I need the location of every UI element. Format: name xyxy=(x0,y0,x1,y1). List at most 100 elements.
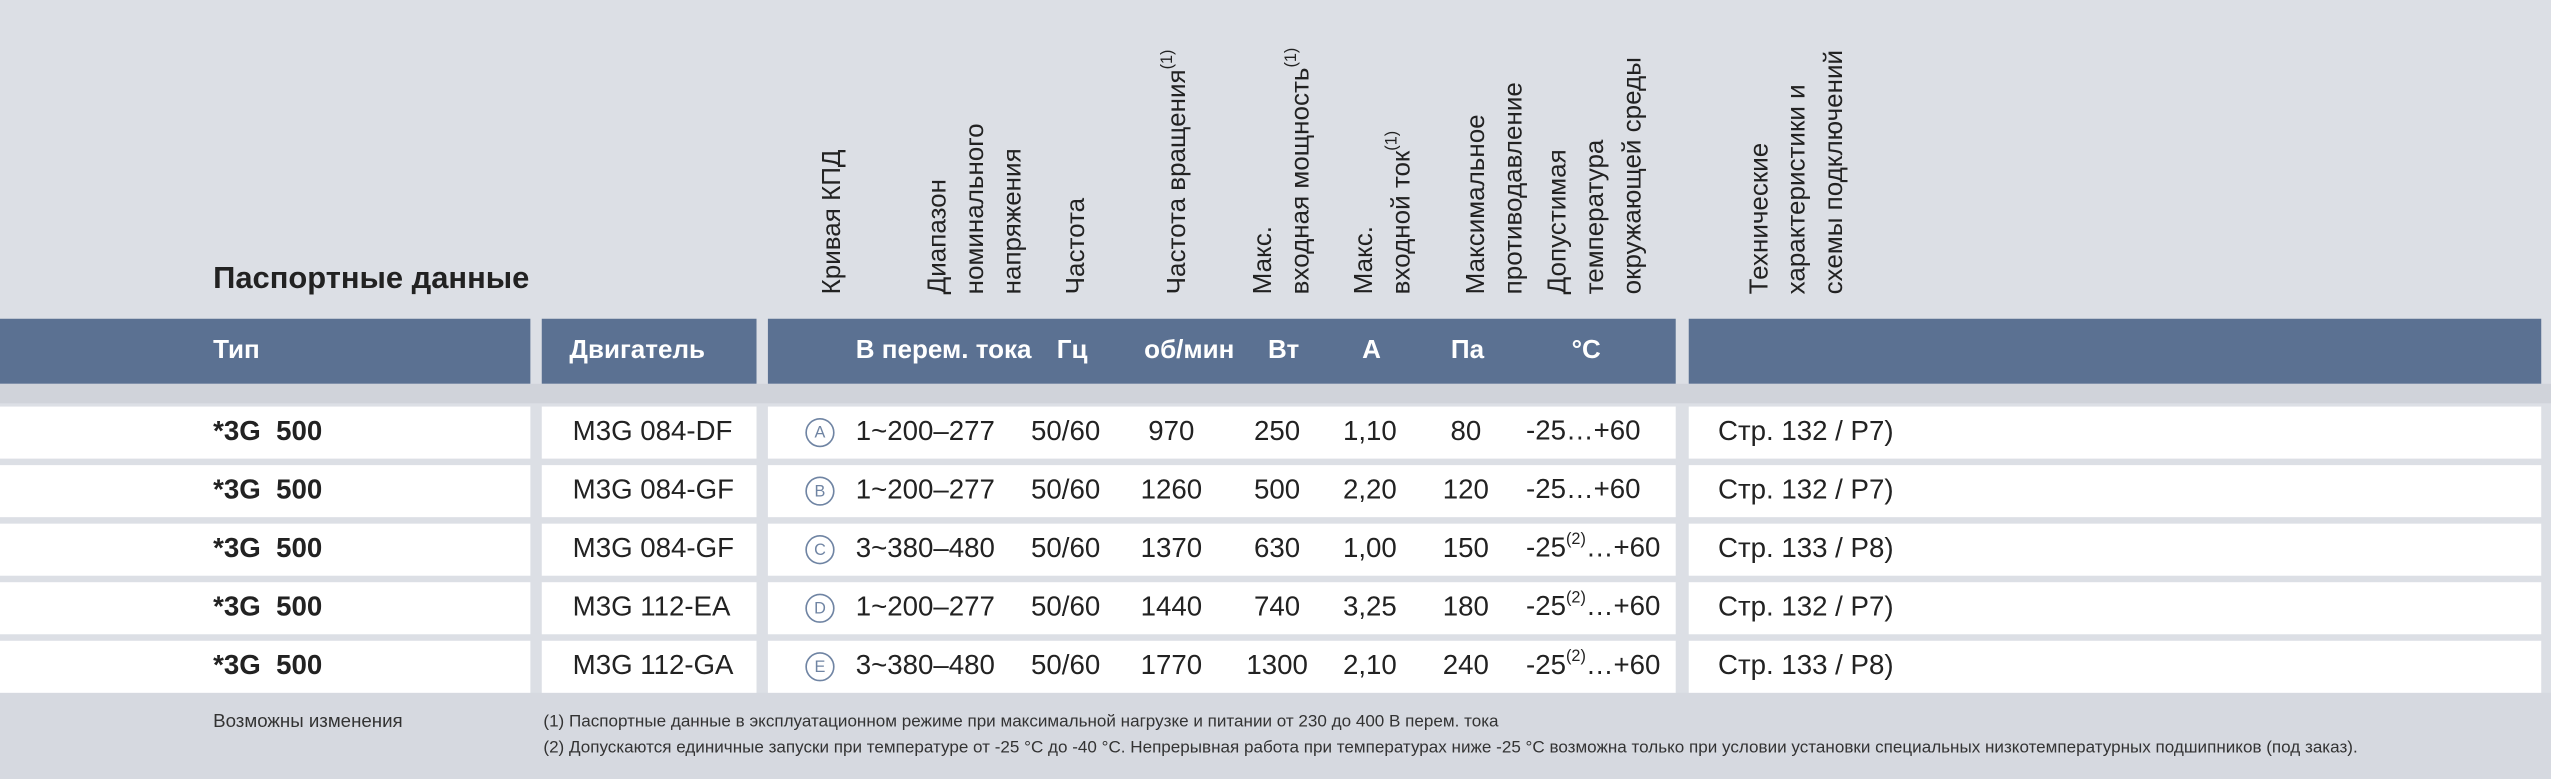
column-header: окружающей среды xyxy=(1616,57,1646,294)
type: *3G 500 xyxy=(213,649,322,680)
current: 1,10 xyxy=(1343,415,1397,446)
column-header-line: напряжения xyxy=(996,148,1026,294)
temp-max: …+60 xyxy=(1566,415,1641,446)
rpm: 1440 xyxy=(1141,591,1203,622)
column-header: входной ток(1) xyxy=(1383,131,1415,295)
current: 3,25 xyxy=(1343,591,1397,622)
hz: 50/60 xyxy=(1031,473,1100,504)
pressure: 240 xyxy=(1443,649,1489,680)
column-header-line: Частота xyxy=(1060,197,1090,294)
row-cell xyxy=(0,640,531,693)
temp-min: -25 xyxy=(1526,532,1566,563)
column-header-line: Макс. xyxy=(1348,226,1378,294)
row-cell xyxy=(1688,640,2542,693)
row-cell xyxy=(767,640,1676,693)
motor: M3G 084-DF xyxy=(573,415,733,446)
column-header: Технические xyxy=(1743,143,1773,295)
curve: C xyxy=(814,541,826,559)
row-cell xyxy=(541,640,757,693)
row-cell xyxy=(767,523,1676,576)
column-header-line: характеристики и xyxy=(1781,84,1811,294)
column-header: Допустимая xyxy=(1541,149,1571,294)
column-header-line: Частота вращения xyxy=(1161,69,1191,294)
temp-max: …+60 xyxy=(1586,532,1661,563)
header-band xyxy=(1688,318,2542,384)
curve-badge xyxy=(805,417,835,448)
column-unit: °C xyxy=(1572,334,1601,364)
column-header-line: окружающей среды xyxy=(1616,57,1646,294)
column-header-line: Максимальное xyxy=(1460,114,1490,294)
motor: M3G 084-GF xyxy=(573,532,734,563)
temp-min: -25 xyxy=(1526,473,1566,504)
column-header: Макс. xyxy=(1247,226,1277,294)
temperature: -25…+60 xyxy=(1526,473,1641,504)
temp-min: -25 xyxy=(1526,415,1566,446)
column-header-line: схемы подключений xyxy=(1818,50,1848,294)
curve: D xyxy=(814,599,826,617)
type: *3G 500 xyxy=(213,415,322,446)
row-cell xyxy=(1688,582,2542,635)
header-band xyxy=(0,318,531,384)
footnote-ref: (2) xyxy=(1566,647,1586,665)
row-cell xyxy=(0,523,531,576)
column-header: напряжения xyxy=(996,148,1026,294)
column-header: номинального xyxy=(959,123,989,294)
temperature: -25(2)…+60 xyxy=(1526,589,1660,622)
ref: Стр. 132 / P7) xyxy=(1718,591,1894,622)
row-cell xyxy=(767,465,1676,518)
row-cell xyxy=(1688,406,2542,459)
column-header: Частота xyxy=(1060,197,1090,294)
pressure: 180 xyxy=(1443,591,1489,622)
hz: 50/60 xyxy=(1031,415,1100,446)
row-cell xyxy=(541,582,757,635)
temp-min: -25 xyxy=(1526,649,1566,680)
footnote-ref: (2) xyxy=(1566,589,1586,607)
ref: Стр. 133 / P8) xyxy=(1718,532,1894,563)
column-unit: Двигатель xyxy=(569,334,705,364)
row-cell xyxy=(541,523,757,576)
rpm: 1370 xyxy=(1141,532,1203,563)
row-cell xyxy=(0,465,531,518)
footnote-ref: (1) xyxy=(1383,131,1401,151)
current: 2,10 xyxy=(1343,649,1397,680)
footer-band xyxy=(0,692,2551,779)
column-unit: Тип xyxy=(213,334,260,364)
type: *3G 500 xyxy=(213,473,322,504)
hz: 50/60 xyxy=(1031,532,1100,563)
power: 250 xyxy=(1254,415,1300,446)
rpm: 1260 xyxy=(1141,473,1203,504)
column-header-line: Диапазон xyxy=(922,179,952,294)
footnote-ref: (2) xyxy=(1566,530,1586,548)
temp-min: -25 xyxy=(1526,591,1566,622)
footnote: (1) Паспортные данные в эксплуатационном… xyxy=(543,712,1499,731)
curve-badge xyxy=(805,476,835,506)
temperature: -25(2)…+60 xyxy=(1526,647,1660,680)
column-header: Диапазон xyxy=(922,179,952,294)
column-unit: В перем. тока xyxy=(856,334,1032,364)
hz: 50/60 xyxy=(1031,591,1100,622)
header-band xyxy=(767,318,1676,384)
pressure: 120 xyxy=(1443,473,1489,504)
column-header: входная мощность(1) xyxy=(1282,48,1314,295)
row-cell xyxy=(541,406,757,459)
row-cell xyxy=(767,406,1676,459)
voltage: 1~200–277 xyxy=(856,415,995,446)
type: *3G 500 xyxy=(213,532,322,563)
separator xyxy=(0,383,2551,404)
temp-max: …+60 xyxy=(1586,649,1661,680)
rpm: 1770 xyxy=(1141,649,1203,680)
power: 740 xyxy=(1254,591,1300,622)
temp-max: …+60 xyxy=(1586,591,1661,622)
curve-badge xyxy=(805,535,835,565)
hz: 50/60 xyxy=(1031,649,1100,680)
power: 630 xyxy=(1254,532,1300,563)
motor: M3G 112-EA xyxy=(573,591,731,622)
voltage: 1~200–277 xyxy=(856,473,995,504)
header-band xyxy=(541,318,757,384)
curve: A xyxy=(815,424,826,442)
column-header-line: входной ток xyxy=(1385,150,1415,294)
column-header: Кривая КПД xyxy=(816,149,846,294)
column-unit: об/мин xyxy=(1144,334,1234,364)
column-header-line: Кривая КПД xyxy=(816,149,846,294)
